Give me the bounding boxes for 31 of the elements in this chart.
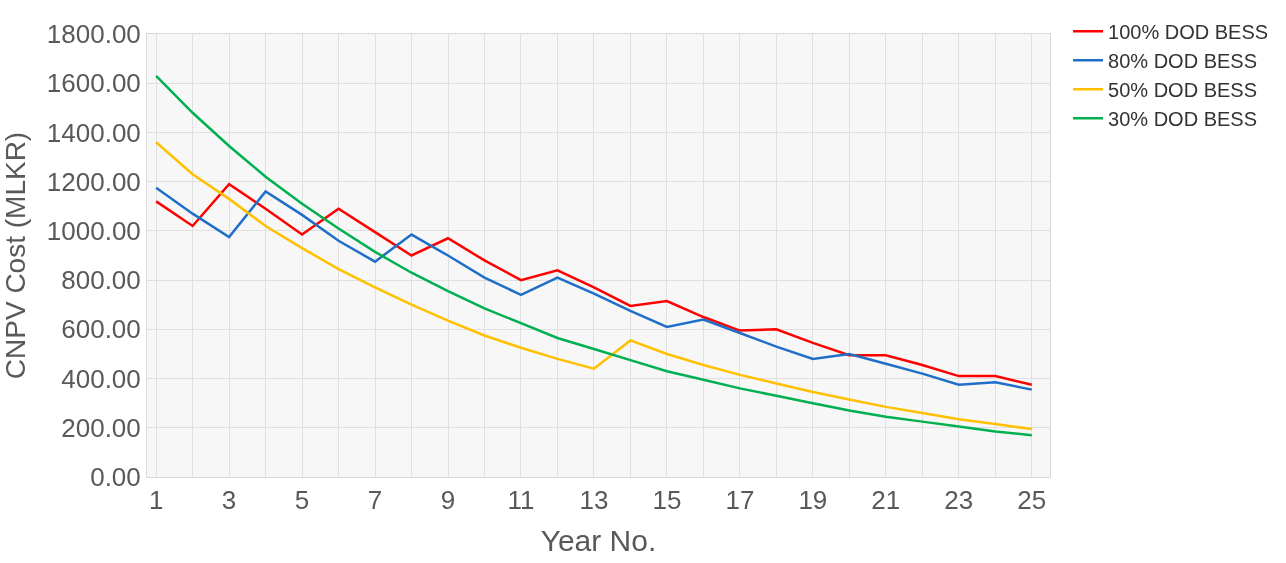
y-tick-label: 1600.00	[46, 68, 141, 99]
x-tick-label: 5	[294, 485, 310, 516]
y-tick-label: 200.00	[61, 412, 141, 443]
y-tick-label: 1400.00	[46, 117, 141, 148]
y-tick-label: 0.00	[90, 462, 141, 493]
y-tick-label: 600.00	[61, 314, 141, 345]
y-tick-label: 1000.00	[46, 215, 141, 246]
line-series	[154, 141, 1034, 431]
x-tick-label: 7	[367, 485, 383, 516]
line-series	[154, 74, 1034, 437]
legend-label: 50% DOD BESS	[1108, 79, 1258, 102]
x-tick-label: 21	[871, 485, 901, 516]
x-tick-label: 11	[507, 485, 535, 516]
legend-label: 80% DOD BESS	[1108, 50, 1258, 73]
y-tick-label: 1800.00	[46, 19, 141, 50]
x-tick-label: 1	[148, 485, 164, 516]
x-tick-label: 13	[579, 485, 609, 516]
x-tick-label: 9	[440, 485, 456, 516]
y-tick-label: 400.00	[61, 363, 141, 394]
legend-label: 100% DOD BESS	[1108, 21, 1269, 44]
x-tick-label: 19	[798, 485, 828, 516]
x-tick-label: 25	[1017, 485, 1047, 516]
legend-label: 30% DOD BESS	[1108, 108, 1258, 131]
x-tick-label: 15	[652, 485, 682, 516]
x-tick-label: 17	[725, 485, 755, 516]
y-axis-title: CNPV Cost (MLKR)	[0, 131, 31, 380]
y-tick-label: 800.00	[61, 265, 141, 296]
x-axis-title: Year No.	[540, 523, 657, 557]
y-tick-label: 1200.00	[46, 166, 141, 197]
x-tick-label: 23	[944, 485, 974, 516]
x-tick-label: 3	[221, 485, 237, 516]
